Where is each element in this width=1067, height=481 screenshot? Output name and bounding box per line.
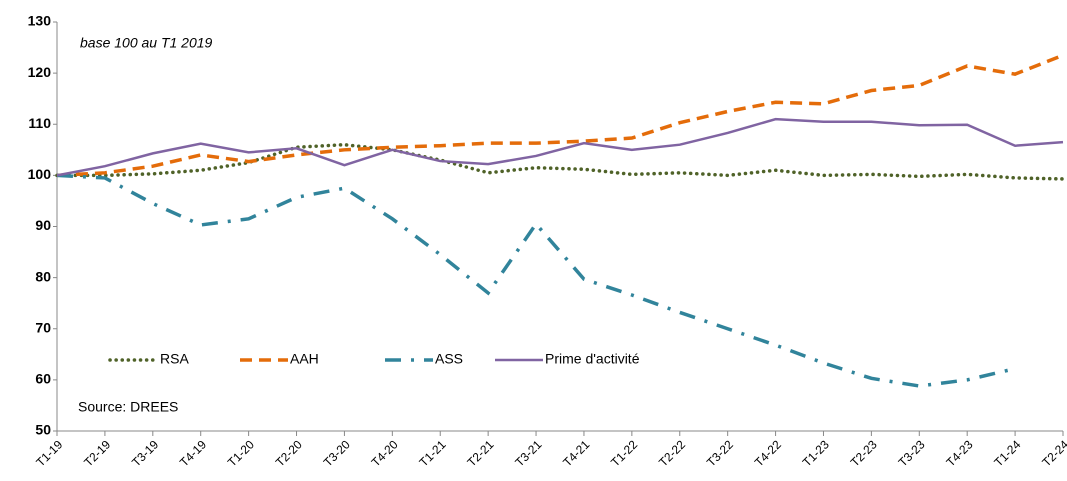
- x-tick-label: T1-22: [608, 437, 640, 469]
- series-line: [56, 53, 1064, 178]
- y-tick-label: 100: [28, 166, 52, 182]
- x-tick-label: T4-19: [177, 437, 209, 469]
- x-tick-label: T1-21: [417, 437, 449, 469]
- x-tick-label: T1-23: [800, 437, 832, 469]
- x-tick-label: T2-20: [273, 437, 305, 469]
- x-tick-label: T1-20: [225, 437, 257, 469]
- series-line: [56, 173, 1016, 388]
- y-tick-label: 60: [35, 371, 51, 387]
- x-tick-label: T4-20: [369, 437, 401, 469]
- x-tick-label: T3-23: [896, 437, 928, 469]
- x-tick-label: T2-21: [464, 437, 496, 469]
- legend-label: Prime d'activité: [545, 351, 640, 367]
- x-tick-label: T2-19: [81, 437, 113, 469]
- legend-label: ASS: [435, 351, 463, 367]
- x-tick-label: T4-21: [560, 437, 592, 469]
- x-tick-label: T3-20: [321, 437, 353, 469]
- x-tick-label: T3-19: [129, 437, 161, 469]
- series-line: [56, 117, 1064, 177]
- x-tick-label: T1-19: [33, 437, 65, 469]
- y-tick-label: 110: [28, 115, 51, 131]
- annotation: base 100 au T1 2019: [80, 35, 213, 51]
- legend-label: AAH: [290, 351, 319, 367]
- x-tick-label: T2-23: [848, 437, 880, 469]
- y-tick-label: 120: [28, 64, 52, 80]
- y-tick-label: 80: [35, 268, 51, 284]
- x-tick-label: T2-22: [656, 437, 688, 469]
- y-tick-label: 70: [35, 319, 51, 335]
- x-tick-label: T4-22: [752, 437, 784, 469]
- x-tick-label: T1-24: [991, 437, 1023, 469]
- y-tick-label: 90: [35, 217, 51, 233]
- x-tick-label: T2-24: [1039, 437, 1067, 469]
- legend-label: RSA: [160, 351, 189, 367]
- y-tick-label: 50: [35, 422, 51, 438]
- y-tick-label: 130: [28, 13, 52, 29]
- x-tick-label: T4-23: [943, 437, 975, 469]
- source: Source: DREES: [78, 399, 178, 415]
- x-tick-label: T3-21: [512, 437, 544, 469]
- x-tick-label: T3-22: [704, 437, 736, 469]
